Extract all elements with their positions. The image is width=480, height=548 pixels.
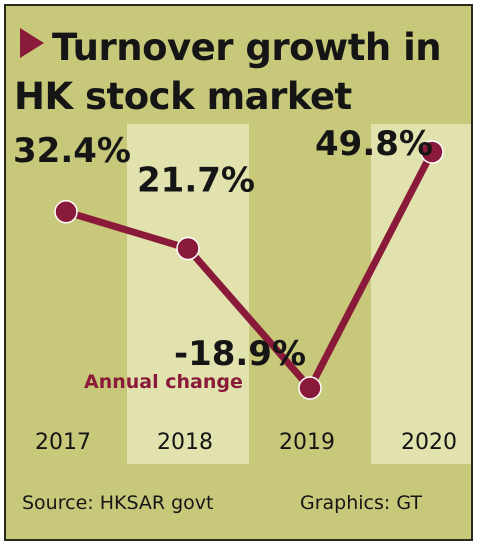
data-label-2019: -18.9% <box>174 334 306 374</box>
data-label-2020: 49.8% <box>315 124 433 164</box>
chart-plot: 32.4%21.7% -18.9% 49.8% 2017 2018 2019 2020 A… <box>13 124 471 464</box>
data-point-2017 <box>54 200 78 224</box>
x-tick-label-2019: 2019 <box>279 430 335 455</box>
data-label-2018: 21.7% <box>137 161 255 201</box>
title-triangle-icon <box>20 28 44 58</box>
data-label-2017: 32.4% <box>13 131 131 171</box>
source-note: Source: HKSAR govt <box>22 492 214 514</box>
series-label-annual-change: Annual change <box>84 371 243 393</box>
x-tick-label-2017: 2017 <box>35 430 91 455</box>
series-line-annual-change <box>62 148 436 392</box>
chart-title-line-2: HK stock market <box>14 75 352 118</box>
x-tick-label-2020: 2020 <box>401 430 457 455</box>
series-line-group <box>62 148 436 392</box>
data-point-2020 <box>420 140 444 164</box>
x-tick-labels: 2017 2018 2019 2020 <box>35 430 457 455</box>
x-tick-label-2018: 2018 <box>157 430 213 455</box>
data-point-2019 <box>298 376 322 400</box>
graphics-credit: Graphics: GT <box>300 492 422 514</box>
chart-title-text-1: Turnover growth in <box>52 26 442 69</box>
data-point-2018 <box>176 236 200 261</box>
data-points <box>54 140 444 400</box>
chart-frame: 32.4% 21.7% -18.9% 49.8% 2017 2018 2019 2020 A… <box>4 4 473 541</box>
chart-title-line-1: Turnover growth in <box>20 26 442 69</box>
data-label-group: 32.4%21.7% -18.9% 49.8% <box>13 124 433 374</box>
